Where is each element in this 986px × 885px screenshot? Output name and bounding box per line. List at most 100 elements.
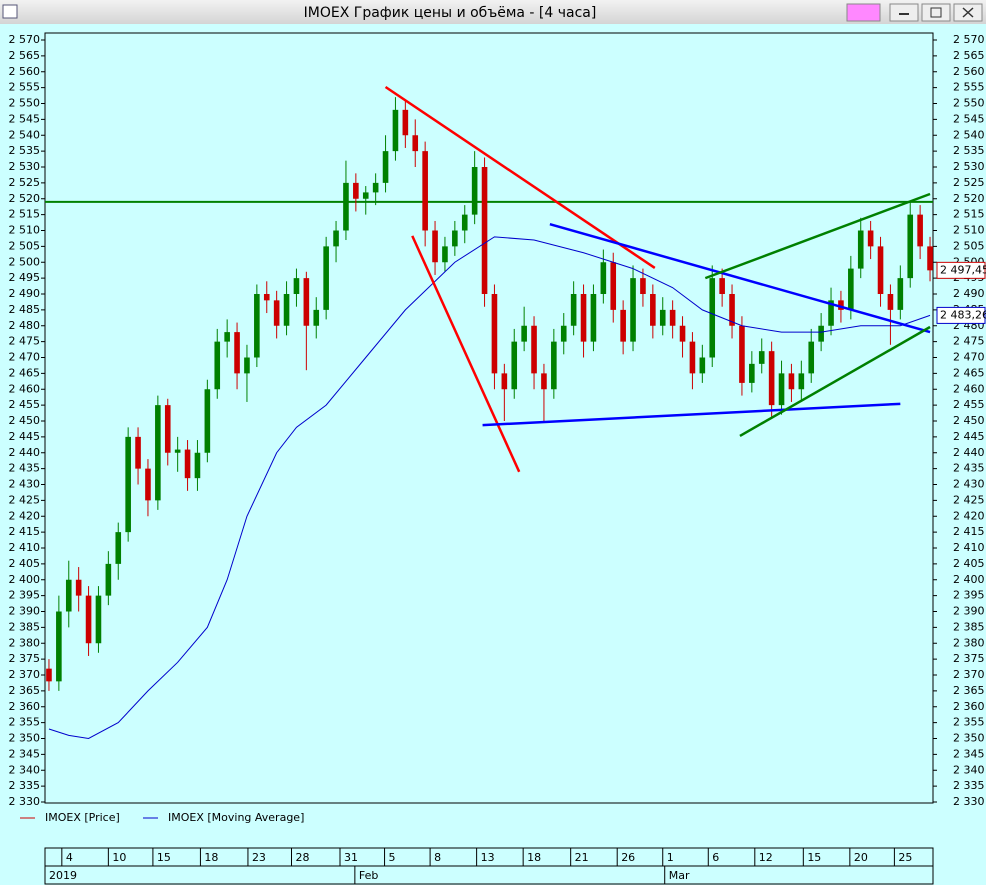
candle-body <box>709 278 716 358</box>
candle-body <box>214 341 221 390</box>
moving-average-line <box>48 236 931 740</box>
y-tick-label: 2 560 <box>9 65 41 78</box>
candle-body <box>125 436 131 533</box>
y-tick-label: 2 490 <box>9 287 41 300</box>
candle-body <box>244 357 250 374</box>
candle-body <box>224 332 230 342</box>
y-tick-label: 2 445 <box>9 430 41 443</box>
candle-body <box>85 595 92 644</box>
y-tick-label: 2 450 <box>9 414 41 427</box>
y2-tick-label: 2 435 <box>953 462 985 475</box>
x-tick-label: 12 <box>759 851 773 864</box>
candle-body <box>927 246 933 271</box>
y2-tick-label: 2 440 <box>953 446 985 459</box>
candle-body <box>442 246 448 263</box>
candle-body <box>254 294 260 358</box>
candle-body <box>75 579 82 596</box>
y2-tick-label: 2 545 <box>953 112 985 125</box>
y-tick-label: 2 370 <box>9 668 41 681</box>
candle-body <box>531 325 537 374</box>
y-tick-label: 2 515 <box>9 208 41 221</box>
y-tick-label: 2 425 <box>9 493 41 506</box>
candle-body <box>164 405 171 453</box>
candle-body <box>897 278 904 310</box>
y-tick-label: 2 545 <box>9 112 41 125</box>
y-tick-label: 2 330 <box>9 795 41 808</box>
y-tick-label: 2 360 <box>9 700 41 713</box>
trend-line <box>704 192 931 280</box>
x-tick-label: 21 <box>575 851 589 864</box>
y-tick-label: 2 565 <box>9 49 41 62</box>
candle-body <box>46 668 52 682</box>
last-value-label: 2 483,26 <box>940 308 986 321</box>
candle-body <box>828 300 834 326</box>
candle-body <box>174 449 181 453</box>
candle-body <box>392 109 399 152</box>
candle-body <box>293 278 300 294</box>
candle-body <box>551 341 557 390</box>
window-title: IMOEX График цены и объёма - [4 часа] <box>304 5 597 21</box>
x-tick-label: 13 <box>481 851 495 864</box>
candle-body <box>917 214 923 247</box>
candle-body <box>699 357 706 374</box>
candle-body <box>303 278 310 326</box>
y2-tick-label: 2 335 <box>953 779 985 792</box>
y2-tick-label: 2 490 <box>953 287 985 300</box>
candle-body <box>135 436 141 469</box>
pin-button[interactable] <box>846 3 881 22</box>
legend-label: IMOEX [Moving Average] <box>168 811 304 824</box>
candle-body <box>333 230 339 247</box>
candle-body <box>768 351 775 406</box>
y-tick-label: 2 380 <box>9 636 41 649</box>
candle-body <box>689 341 696 374</box>
y2-tick-label: 2 550 <box>953 97 985 110</box>
y-tick-label: 2 520 <box>9 192 41 205</box>
maximize-button[interactable] <box>921 3 951 22</box>
x-tick-label: 15 <box>807 851 821 864</box>
x-tick-label: 20 <box>854 851 868 864</box>
y2-tick-label: 2 535 <box>953 144 985 157</box>
candle-body <box>422 151 428 231</box>
candle-body <box>758 351 765 364</box>
y-tick-label: 2 455 <box>9 398 41 411</box>
y2-tick-label: 2 460 <box>953 382 985 395</box>
y-tick-label: 2 375 <box>9 652 41 665</box>
candle-body <box>659 309 666 326</box>
candle-body <box>669 309 676 326</box>
y-tick-label: 2 340 <box>9 763 41 776</box>
y-tick-label: 2 440 <box>9 446 41 459</box>
y-tick-label: 2 535 <box>9 144 41 157</box>
candle-body <box>452 230 458 247</box>
x-tick-label: 5 <box>389 851 396 864</box>
candle-body <box>491 294 498 374</box>
y-tick-label: 2 405 <box>9 557 41 570</box>
y2-tick-label: 2 560 <box>953 65 985 78</box>
last-value-label: 2 497,45 <box>940 263 986 276</box>
y-tick-label: 2 365 <box>9 684 41 697</box>
y-tick-label: 2 355 <box>9 716 41 729</box>
y2-tick-label: 2 355 <box>953 716 985 729</box>
y-tick-label: 2 390 <box>9 605 41 618</box>
candle-body <box>155 405 161 501</box>
y-tick-label: 2 385 <box>9 620 41 633</box>
candle-body <box>323 246 329 310</box>
candle-body <box>541 373 547 390</box>
candle-body <box>481 167 488 294</box>
candle-body <box>650 294 656 326</box>
candle-body <box>778 373 785 406</box>
y2-tick-label: 2 365 <box>953 684 985 697</box>
y2-tick-label: 2 340 <box>953 763 985 776</box>
y2-tick-label: 2 350 <box>953 732 985 745</box>
y2-tick-label: 2 395 <box>953 589 985 602</box>
trend-line <box>482 402 901 427</box>
last-value-tag <box>936 261 986 279</box>
plot-area <box>44 32 934 804</box>
candle-body <box>115 532 122 564</box>
y2-tick-label: 2 520 <box>953 192 985 205</box>
y-tick-label: 2 475 <box>9 335 41 348</box>
y-tick-label: 2 465 <box>9 366 41 379</box>
candle-body <box>461 214 468 231</box>
candle-body <box>857 230 864 269</box>
minimize-button[interactable] <box>889 3 919 22</box>
y2-tick-label: 2 410 <box>953 541 985 554</box>
